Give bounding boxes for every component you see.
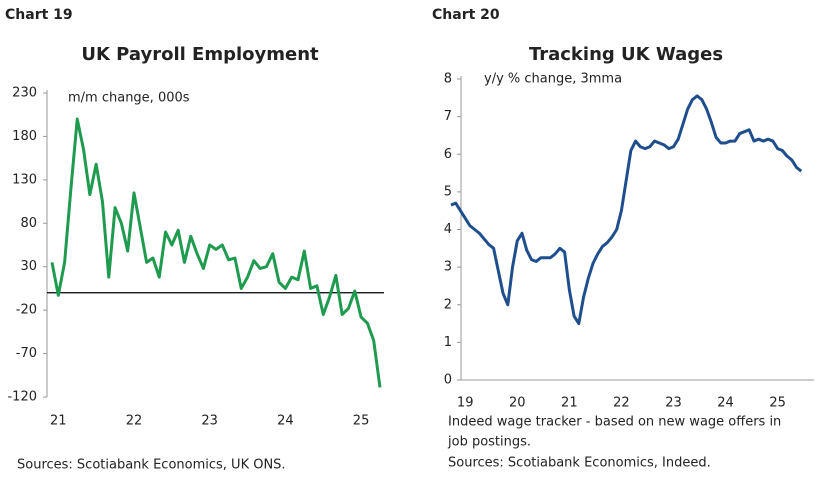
y-tick-label: 6: [444, 147, 452, 162]
chart-title: Tracking UK Wages: [529, 44, 723, 65]
y-tick-label: 1: [444, 335, 452, 350]
y-tick-label: 230: [12, 86, 37, 101]
y-tick-label: 3: [444, 260, 452, 275]
annotation: job postings.: [447, 435, 531, 450]
x-tick-label: 23: [665, 396, 682, 411]
x-tick-label: 21: [561, 396, 578, 411]
x-tick-label: 25: [353, 414, 370, 429]
x-tick-label: 24: [277, 414, 294, 429]
y-tick-label: 4: [444, 222, 452, 237]
annotation: Indeed wage tracker - based on new wage …: [448, 415, 781, 430]
y-axis-label: m/m change, 000s: [68, 91, 190, 106]
x-tick-label: 23: [201, 414, 218, 429]
x-tick-label: 22: [613, 396, 630, 411]
x-tick-label: 21: [50, 414, 67, 429]
x-tick-label: 24: [717, 396, 734, 411]
y-tick-label: 2: [444, 297, 452, 312]
y-tick-label: -70: [16, 346, 37, 361]
y-tick-label: 5: [444, 184, 452, 199]
y-tick-label: 80: [20, 216, 37, 231]
chart-label: Chart 20: [432, 7, 500, 23]
chart-label: Chart 19: [5, 7, 73, 23]
data-line: [50, 117, 382, 388]
chart-title: UK Payroll Employment: [81, 44, 319, 65]
y-axis-label: y/y % change, 3mma: [484, 72, 622, 87]
y-tick-label: -20: [16, 303, 37, 318]
x-tick-label: 20: [509, 396, 526, 411]
data-line: [450, 94, 803, 326]
x-tick-label: 25: [769, 396, 786, 411]
y-tick-label: 8: [444, 72, 452, 87]
source: Sources: Scotiabank Economics, UK ONS.: [17, 458, 286, 473]
y-tick-label: 180: [12, 129, 37, 144]
y-tick-label: 0: [444, 373, 452, 388]
y-tick-label: 30: [20, 259, 37, 274]
x-tick-label: 22: [126, 414, 143, 429]
x-tick-label: 19: [457, 396, 474, 411]
y-tick-label: 130: [12, 172, 37, 187]
source: Sources: Scotiabank Economics, Indeed.: [448, 456, 711, 471]
y-tick-label: 7: [444, 109, 452, 124]
y-tick-label: -120: [7, 390, 37, 405]
